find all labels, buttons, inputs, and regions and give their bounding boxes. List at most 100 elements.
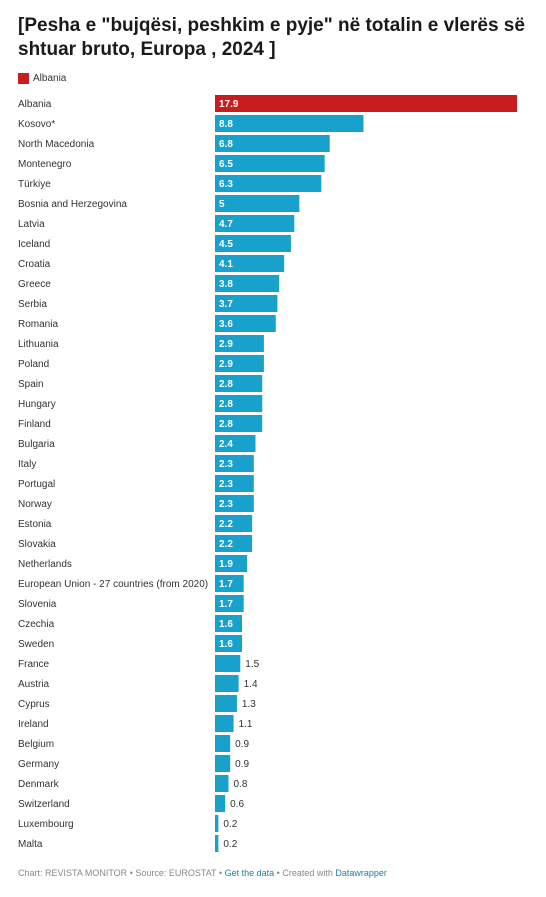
bar-value-label: 3.8 bbox=[219, 279, 233, 290]
bar bbox=[215, 215, 295, 232]
bar-label: Switzerland bbox=[18, 799, 70, 810]
bar-label: Croatia bbox=[18, 259, 51, 270]
bar-label: Spain bbox=[18, 379, 44, 390]
bar-label: Slovenia bbox=[18, 599, 57, 610]
bar bbox=[215, 435, 256, 452]
bar-label: France bbox=[18, 659, 50, 670]
bar-label: Austria bbox=[18, 679, 50, 690]
bar bbox=[215, 695, 237, 712]
chart-title: [Pesha e "bujqësi, peshkim e pyje" në to… bbox=[18, 15, 525, 60]
bar-value-label: 3.7 bbox=[219, 299, 233, 310]
bar bbox=[215, 375, 263, 392]
bar-label: Hungary bbox=[18, 399, 56, 410]
bar-value-label: 8.8 bbox=[219, 119, 233, 130]
bar bbox=[215, 615, 242, 632]
bar bbox=[215, 575, 244, 592]
bar-chart: Albania 17.9 Kosovo* 8.8 North Macedonia 6.8 M… bbox=[18, 95, 517, 852]
bar bbox=[215, 735, 231, 752]
footer-separator: • bbox=[218, 868, 223, 878]
footer: Chart: REVISTA MONITOR • Source: EUROSTA… bbox=[18, 868, 387, 878]
bar bbox=[215, 335, 264, 352]
bar bbox=[215, 95, 517, 112]
bar-value-label: 2.8 bbox=[219, 379, 233, 390]
get-data-link[interactable]: Get the data bbox=[224, 868, 275, 878]
bar-label: Kosovo* bbox=[18, 119, 55, 130]
bar-value-label: 1.5 bbox=[245, 659, 259, 670]
bar bbox=[215, 815, 219, 832]
bar bbox=[215, 275, 280, 292]
bar-value-label: 0.9 bbox=[235, 759, 249, 770]
bar bbox=[215, 495, 254, 512]
footer-separator: • bbox=[276, 868, 280, 878]
bar-label: Denmark bbox=[18, 779, 60, 790]
bar-label: Latvia bbox=[18, 219, 45, 230]
bar-label: Türkiye bbox=[18, 179, 51, 190]
bar-value-label: 0.6 bbox=[230, 799, 244, 810]
bar-label: Poland bbox=[18, 359, 49, 370]
legend-label: Albania bbox=[33, 72, 67, 84]
bar-value-label: 2.9 bbox=[219, 339, 233, 350]
bar-value-label: 4.5 bbox=[219, 239, 233, 250]
bar-value-label: 1.6 bbox=[219, 639, 233, 650]
bar bbox=[215, 135, 330, 152]
bar-value-label: 2.8 bbox=[219, 419, 233, 430]
bar-label: Luxembourg bbox=[18, 819, 74, 830]
bar-label: Italy bbox=[18, 459, 36, 470]
bar-value-label: 0.9 bbox=[235, 739, 249, 750]
bar-value-label: 1.3 bbox=[242, 699, 256, 710]
bar-label: Cyprus bbox=[18, 699, 50, 710]
bar bbox=[215, 675, 239, 692]
bar-value-label: 1.7 bbox=[219, 579, 233, 590]
bar-value-label: 2.8 bbox=[219, 399, 233, 410]
bar-value-label: 17.9 bbox=[219, 99, 239, 110]
bar-label: Serbia bbox=[18, 299, 47, 310]
legend-swatch bbox=[18, 72, 29, 84]
bar bbox=[215, 235, 291, 252]
bar-value-label: 2.3 bbox=[219, 459, 233, 470]
bar-value-label: 2.4 bbox=[219, 439, 233, 450]
bar-label: Netherlands bbox=[18, 559, 72, 570]
bar-label: European Union - 27 countries (from 2020… bbox=[18, 579, 208, 590]
bar-label: Lithuania bbox=[18, 339, 59, 350]
bar bbox=[215, 315, 276, 332]
bar-label: North Macedonia bbox=[18, 139, 95, 150]
source-text: Source: EUROSTAT bbox=[135, 868, 217, 878]
bar bbox=[215, 755, 231, 772]
bar-label: Greece bbox=[18, 279, 51, 290]
bar-value-label: 4.1 bbox=[219, 259, 233, 270]
bar-value-label: 1.6 bbox=[219, 619, 233, 630]
bar-label: Norway bbox=[18, 499, 52, 510]
bar bbox=[215, 515, 253, 532]
bar bbox=[215, 555, 248, 572]
bar-value-label: 5 bbox=[219, 199, 225, 210]
bar-label: Sweden bbox=[18, 639, 54, 650]
bar-value-label: 1.7 bbox=[219, 599, 233, 610]
bar-label: Iceland bbox=[18, 239, 50, 250]
bar-label: Montenegro bbox=[18, 159, 72, 170]
bar bbox=[215, 835, 219, 852]
footer-separator: • bbox=[129, 868, 133, 878]
bar bbox=[215, 715, 234, 732]
bar bbox=[215, 415, 263, 432]
bar-value-label: 2.3 bbox=[219, 499, 233, 510]
bar bbox=[215, 355, 264, 372]
bar-value-label: 6.8 bbox=[219, 139, 233, 150]
bar-value-label: 2.9 bbox=[219, 359, 233, 370]
bar bbox=[215, 795, 226, 812]
bar-value-label: 4.7 bbox=[219, 219, 233, 230]
bar-label: Slovakia bbox=[18, 539, 56, 550]
bar bbox=[215, 195, 300, 212]
datawrapper-link[interactable]: Datawrapper bbox=[335, 868, 387, 878]
bar bbox=[215, 595, 244, 612]
legend: Albania bbox=[18, 71, 66, 85]
bar-label: Albania bbox=[18, 99, 52, 110]
bar bbox=[215, 295, 278, 312]
bar-label: Bulgaria bbox=[18, 439, 55, 450]
bar bbox=[215, 175, 322, 192]
bar-label: Finland bbox=[18, 419, 51, 430]
bar-value-label: 0.8 bbox=[233, 779, 247, 790]
bar-label: Germany bbox=[18, 759, 59, 770]
bar-label: Romania bbox=[18, 319, 58, 330]
bar-label: Bosnia and Herzegovina bbox=[18, 199, 127, 210]
bar bbox=[215, 775, 229, 792]
